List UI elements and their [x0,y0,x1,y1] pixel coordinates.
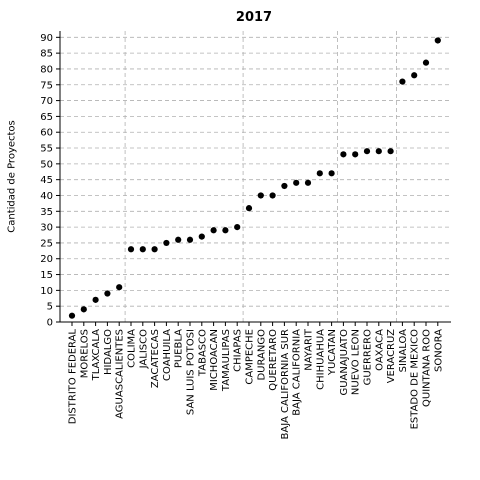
data-point [127,246,135,253]
x-tick-label: CHIAPAS [233,329,244,372]
data-point [245,205,253,212]
data-point [281,182,288,190]
data-point [269,192,276,199]
x-tick-label: ESTADO DE MEXICO [410,329,421,430]
x-tick-label: TABASCO [197,329,208,377]
grid-layer [60,31,451,322]
data-point [234,224,241,231]
y-tick-label: 45 [40,175,53,186]
x-tick-label: DISTRITO FEDERAL [68,329,79,425]
x-tick-label: BAJA CALIFORNIA [292,329,303,416]
x-tick-label: TAMAULIPAS [221,329,232,392]
data-point [80,306,87,313]
y-axis-label: Cantidad de Proyectos [7,120,18,233]
data-point [92,296,99,303]
y-tick-label: 70 [40,96,53,107]
x-tick-label: ZACATECAS [150,329,161,388]
x-tick-label: MICHOACAN [209,329,220,391]
y-tick-label: 40 [40,191,53,202]
axes-layer [56,31,451,326]
data-point [175,236,182,243]
data-point [363,148,371,155]
y-tick-label: 15 [40,270,53,281]
x-tick-label: AGUASCALIENTES [115,329,126,419]
x-tick-label: NUEVO LEON [351,329,362,395]
data-point [257,192,264,199]
y-tick-label: 10 [40,286,53,297]
y-tick-label: 20 [40,254,53,265]
data-point [411,72,418,79]
x-tick-label: QUINTANA ROO [422,329,433,407]
data-point [352,151,359,158]
x-tick-label: VERACRUZ [386,329,397,383]
axis-frame [59,31,451,323]
data-point [304,179,312,186]
y-tick-labels: 0 5 10 15 20 25 30 35 40 45 50 55 60 65 70 75 80 85 90 [40,33,53,329]
y-tick-label: 55 [40,144,53,155]
data-point [387,148,394,155]
x-tick-label: MORELOS [79,329,90,378]
y-tick-label: 30 [40,223,53,234]
x-tick-label: HIDALGO [103,329,114,375]
y-tick-label: 0 [47,318,53,329]
x-tick-label: SONORA [433,329,444,372]
x-tick-label: OAXACA [374,329,385,371]
data-point [163,239,170,247]
y-tick-label: 65 [40,112,53,123]
data-point [198,233,205,240]
x-tick-label: QUERETARO [268,329,279,391]
y-tick-label: 75 [40,80,53,91]
x-tick-label: BAJA CALIFORNIA SUR [280,329,291,440]
x-tick-label: SINALOA [398,329,409,373]
y-tick-label: 5 [47,302,53,313]
data-point [186,236,194,243]
data-point [340,151,347,158]
x-tick-label: CHIHUAHUA [315,329,326,390]
data-points [68,37,441,319]
y-tick-label: 85 [40,49,53,60]
data-point [210,227,217,234]
data-point [399,78,406,85]
x-tick-label: PUEBLA [174,329,185,368]
data-point [151,246,158,253]
data-point [316,170,323,177]
data-point [434,37,441,44]
data-point [222,227,229,234]
data-point [139,246,146,253]
x-tick-label: CAMPECHE [245,329,256,385]
y-tick-label: 80 [40,64,53,75]
y-tick-label: 60 [40,128,53,139]
data-point [68,312,76,319]
data-point [375,148,382,155]
x-tick-label: JALISCO [138,329,149,369]
x-tick-label: SAN LUIS POTOSI [186,329,197,415]
data-point [116,284,123,291]
x-tick-label: TLAXCALA [91,329,102,381]
x-tick-label: GUANAJUATO [339,329,350,396]
data-point [293,179,300,186]
x-tick-label: COAHUILA [162,329,173,381]
x-tick-labels: DISTRITO FEDERAL MORELOS TLAXCALA HIDALGO AG… [68,328,445,439]
y-tick-label: 35 [40,207,53,218]
y-tick-label: 50 [40,159,53,170]
y-tick-label: 90 [40,33,53,44]
x-tick-label: GUERRERO [363,329,374,386]
chart-title: 2017 [236,10,272,25]
data-point [104,290,111,297]
x-tick-label: COLIMA [127,329,138,368]
data-point [328,170,335,177]
x-tick-label: DURANGO [256,329,267,381]
x-tick-label: YUCATAN [327,329,338,376]
data-point [422,59,430,66]
y-tick-label: 25 [40,238,53,249]
x-tick-label: NAYARIT [304,328,315,371]
